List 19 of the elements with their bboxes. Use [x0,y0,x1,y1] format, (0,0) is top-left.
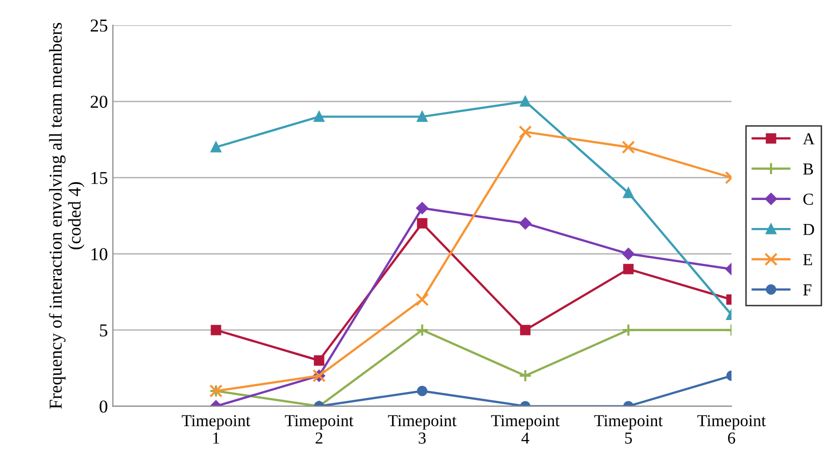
x-tick-label: Timepoint 3 [388,415,457,444]
legend-label: C [803,194,813,205]
x-tick-label: Timepoint 4 [491,415,560,444]
y-tick-label: 0 [100,400,108,413]
legend-label: A [802,133,815,144]
legend-label: B [803,164,813,175]
y-tick-label: 25 [90,20,108,32]
x-tick-label: Timepoint 1 [182,415,250,444]
legend-label: E [803,254,812,266]
x-tick-label: Timepoint 5 [594,415,663,444]
y-tick-label: 10 [92,248,108,260]
x-tick-label: Timepoint 2 [284,415,354,444]
y-tick-label: 20 [90,96,108,108]
x-tick-label: Timepoint 6 [697,415,766,444]
legend-label: F [803,284,812,296]
legend-label: D [803,224,814,235]
y-axis-title: Frequency of interaction envolving all team members (coded 4) [48,22,84,409]
y-tick-label: 15 [92,172,108,184]
y-tick-label: 5 [100,324,108,336]
